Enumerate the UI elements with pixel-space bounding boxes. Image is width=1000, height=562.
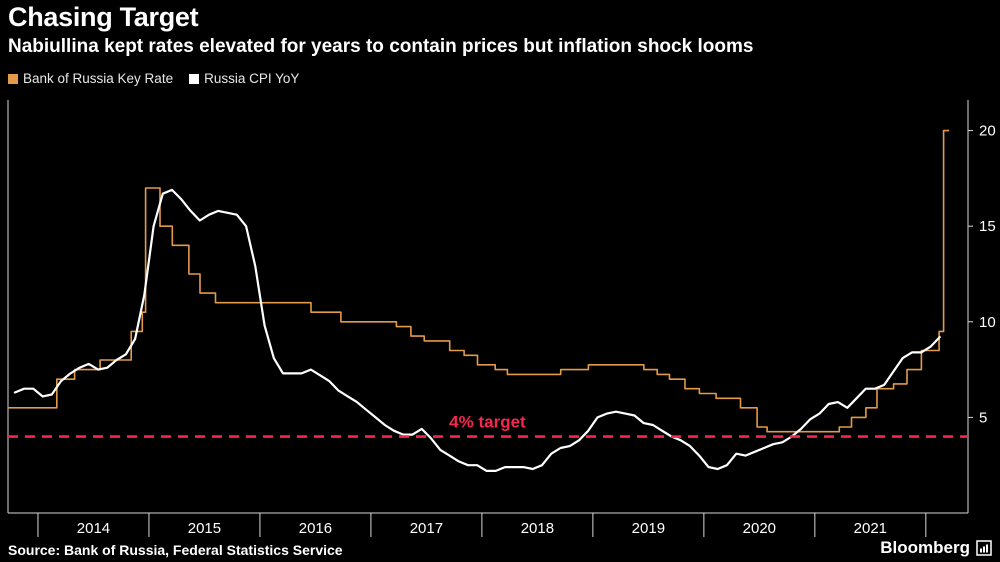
chart-title: Chasing Target xyxy=(8,2,199,32)
svg-text:2019: 2019 xyxy=(632,520,665,537)
legend: Bank of Russia Key Rate Russia CPI YoY xyxy=(8,71,299,86)
bloomberg-logo: Bloomberg xyxy=(880,538,992,558)
source-text: Source: Bank of Russia, Federal Statisti… xyxy=(8,542,343,558)
svg-text:15: 15 xyxy=(979,218,996,235)
svg-text:5: 5 xyxy=(979,409,987,426)
svg-text:2020: 2020 xyxy=(743,520,776,537)
cpi-swatch xyxy=(189,73,200,84)
legend-item-cpi: Russia CPI YoY xyxy=(189,71,299,86)
svg-text:2016: 2016 xyxy=(299,520,332,537)
svg-text:4% target: 4% target xyxy=(449,413,526,432)
svg-text:2021: 2021 xyxy=(854,520,887,537)
svg-text:2018: 2018 xyxy=(521,520,554,537)
bloomberg-wordmark: Bloomberg xyxy=(880,538,970,557)
svg-text:2015: 2015 xyxy=(188,520,221,537)
svg-text:20: 20 xyxy=(979,123,996,140)
cpi-label: Russia CPI YoY xyxy=(204,71,300,86)
svg-text:2017: 2017 xyxy=(410,520,443,537)
chart-subtitle: Nabiullina kept rates elevated for years… xyxy=(8,36,754,57)
bloomberg-icon xyxy=(976,540,992,556)
svg-text:10: 10 xyxy=(979,314,996,331)
key-rate-label: Bank of Russia Key Rate xyxy=(23,71,174,86)
key-rate-swatch xyxy=(8,73,18,84)
svg-text:2014: 2014 xyxy=(77,520,110,537)
legend-item-key-rate: Bank of Russia Key Rate xyxy=(8,71,173,86)
